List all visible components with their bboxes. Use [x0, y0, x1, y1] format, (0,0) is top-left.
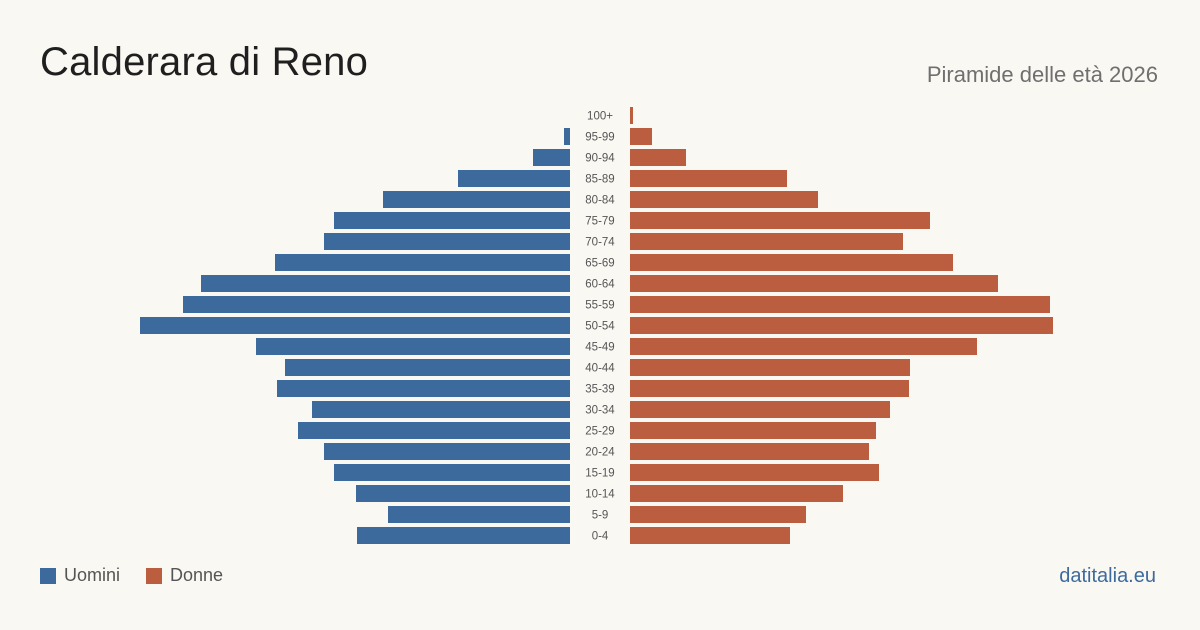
legend-item-women: Donne: [146, 565, 223, 586]
bar-men-80-84: [383, 191, 570, 208]
brand-link[interactable]: datitalia.eu: [1059, 565, 1156, 587]
legend-item-men: Uomini: [40, 565, 120, 586]
bar-women-90-94: [630, 149, 686, 166]
age-label-80-84: 80-84: [585, 195, 615, 207]
page-title: Calderara di Reno: [40, 40, 369, 84]
bar-women-30-34: [630, 401, 890, 418]
age-label-45-49: 45-49: [585, 342, 614, 354]
bar-men-45-49: [256, 338, 570, 355]
age-label-75-79: 75-79: [585, 216, 614, 228]
bar-men-5-9: [388, 506, 570, 523]
bar-men-35-39: [277, 380, 570, 397]
age-label-60-64: 60-64: [585, 279, 615, 291]
bar-women-35-39: [630, 380, 909, 397]
bar-women-40-44: [630, 359, 910, 376]
bar-women-85-89: [630, 170, 787, 187]
age-label-35-39: 35-39: [585, 384, 614, 396]
bar-men-25-29: [298, 422, 570, 439]
bar-women-75-79: [630, 212, 930, 229]
bar-women-5-9: [630, 506, 806, 523]
age-label-55-59: 55-59: [585, 300, 614, 312]
chart-legend: Uomini Donne: [40, 565, 249, 586]
bar-men-65-69: [275, 254, 570, 271]
bar-men-90-94: [533, 149, 570, 166]
bar-men-60-64: [201, 275, 570, 292]
age-label-0-4: 0-4: [592, 531, 609, 543]
bar-men-75-79: [334, 212, 570, 229]
bar-men-40-44: [285, 359, 570, 376]
bar-men-55-59: [183, 296, 570, 313]
bar-men-70-74: [324, 233, 570, 250]
age-label-10-14: 10-14: [585, 489, 615, 501]
bar-women-70-74: [630, 233, 903, 250]
bar-women-100+: [630, 107, 633, 124]
bar-women-65-69: [630, 254, 953, 271]
legend-label-women: Donne: [170, 565, 224, 585]
bar-men-85-89: [458, 170, 570, 187]
bar-men-20-24: [324, 443, 570, 460]
bar-men-10-14: [356, 485, 570, 502]
age-label-70-74: 70-74: [585, 237, 615, 249]
bar-women-15-19: [630, 464, 879, 481]
age-label-15-19: 15-19: [585, 468, 614, 480]
bar-women-50-54: [630, 317, 1053, 334]
bar-men-15-19: [334, 464, 570, 481]
legend-swatch-men: [40, 567, 56, 584]
bar-men-30-34: [312, 401, 570, 418]
legend-label-men: Uomini: [64, 565, 121, 585]
age-label-65-69: 65-69: [585, 258, 614, 270]
bar-women-20-24: [630, 443, 869, 460]
page-subtitle: Piramide delle età 2026: [926, 62, 1158, 87]
bar-women-10-14: [630, 485, 843, 502]
bar-women-95-99: [630, 128, 652, 145]
bar-women-0-4: [630, 527, 790, 544]
age-label-95-99: 95-99: [585, 132, 614, 144]
age-label-5-9: 5-9: [592, 510, 609, 522]
age-label-30-34: 30-34: [585, 405, 615, 417]
age-label-50-54: 50-54: [585, 321, 615, 333]
bar-men-95-99: [564, 128, 570, 145]
age-label-40-44: 40-44: [585, 363, 615, 375]
age-label-20-24: 20-24: [585, 447, 615, 459]
bar-women-45-49: [630, 338, 977, 355]
legend-swatch-women: [146, 567, 163, 584]
bar-men-50-54: [140, 317, 570, 334]
bar-women-55-59: [630, 296, 1050, 313]
bar-women-80-84: [630, 191, 818, 208]
bar-men-0-4: [357, 527, 570, 544]
age-label-85-89: 85-89: [585, 174, 614, 186]
bar-women-60-64: [630, 275, 998, 292]
age-label-100+: 100+: [587, 111, 613, 123]
age-label-90-94: 90-94: [585, 153, 615, 165]
age-label-25-29: 25-29: [585, 426, 614, 438]
bar-women-25-29: [630, 422, 876, 439]
